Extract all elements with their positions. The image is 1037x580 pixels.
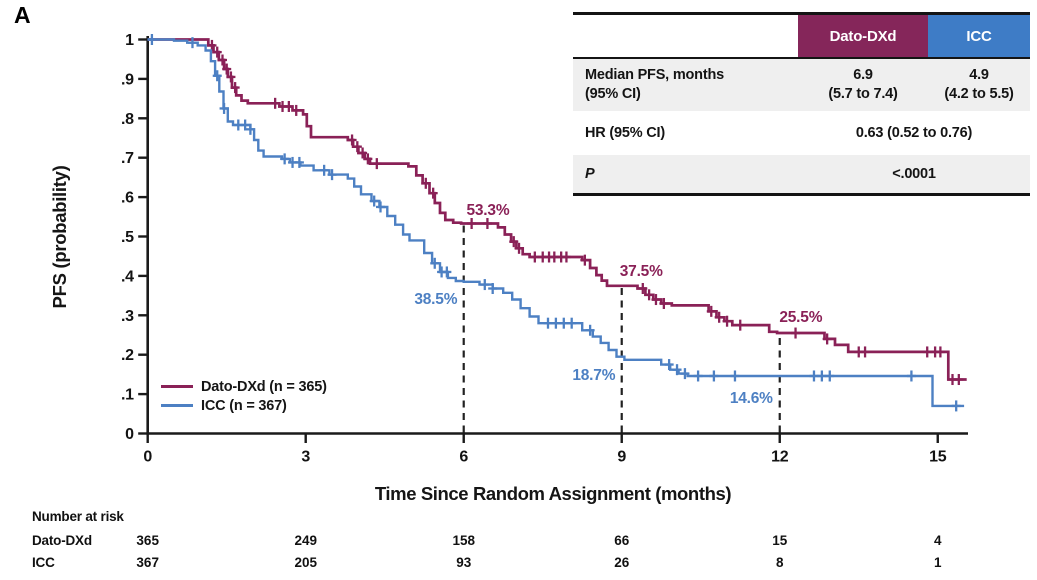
y-tick-label: .9	[121, 71, 134, 88]
legend-label-icc: ICC (n = 367)	[201, 397, 287, 414]
risk-value: 158	[452, 533, 475, 548]
legend-item-icc: ICC (n = 367)	[161, 396, 327, 415]
legend-label-dato: Dato-DXd (n = 365)	[201, 378, 327, 395]
median-pfs-dato-ci: (5.7 to 7.4)	[828, 86, 898, 102]
y-tick-label: .7	[121, 150, 134, 167]
median-pfs-icc-value: 4.9	[969, 67, 989, 83]
table-header-dato: Dato-DXd	[798, 15, 928, 57]
table-bottom-border	[573, 193, 1030, 196]
x-tick-label: 6	[459, 449, 468, 466]
y-axis-title: PFS (probability)	[49, 165, 70, 309]
legend-swatch-icc	[161, 404, 193, 407]
y-tick-label: .2	[121, 347, 134, 364]
table-header-blank-cell	[573, 15, 798, 57]
median-pfs-dato-value: 6.9	[853, 67, 873, 83]
x-tick-label: 3	[301, 449, 310, 466]
risk-value: 93	[456, 555, 472, 570]
y-tick-label: .8	[121, 111, 134, 128]
risk-row-label-dato: Dato-DXd	[32, 533, 92, 548]
table-header-icc: ICC	[928, 15, 1030, 57]
risk-row-label-icc: ICC	[32, 555, 55, 570]
risk-row-icc: ICC 367 205 93 26 8 1	[0, 555, 1037, 573]
risk-row-dato: Dato-DXd 365 249 158 66 15 4	[0, 533, 1037, 551]
p-value: <.0001	[892, 166, 936, 182]
y-tick-label: 1	[125, 32, 134, 49]
annotation-25.5%: 25.5%	[779, 309, 822, 326]
number-at-risk-title: Number at risk	[32, 509, 124, 524]
x-tick-label: 0	[143, 449, 152, 466]
hr-label: HR (95% CI)	[585, 124, 665, 141]
x-tick-label: 9	[617, 449, 626, 466]
table-row-hr: HR (95% CI) 0.63 (0.52 to 0.76)	[573, 114, 1030, 152]
x-tick-label: 12	[771, 449, 789, 466]
y-tick-label: .5	[121, 229, 134, 246]
y-tick-label: .6	[121, 190, 134, 207]
table-top-border	[573, 12, 1030, 15]
risk-value: 1	[933, 555, 942, 570]
risk-value: 249	[294, 533, 317, 548]
median-pfs-dato: 6.9 (5.7 to 7.4)	[798, 66, 928, 104]
median-pfs-label-line1: Median PFS, months	[585, 67, 724, 83]
y-tick-label: .4	[121, 268, 134, 285]
table-row-gap	[573, 152, 1030, 155]
median-pfs-icc-ci: (4.2 to 5.5)	[944, 86, 1014, 102]
summary-table: Dato-DXd ICC Median PFS, months (95% CI)…	[573, 12, 1030, 196]
table-row-median-pfs: Median PFS, months (95% CI) 6.9 (5.7 to …	[573, 59, 1030, 111]
annotation-38.5%: 38.5%	[414, 291, 457, 308]
risk-value: 365	[136, 533, 159, 548]
annotation-18.7%: 18.7%	[572, 367, 615, 384]
censor-marks-dato-dxd	[207, 39, 964, 386]
risk-value: 4	[933, 533, 942, 548]
y-tick-label: .1	[121, 387, 134, 404]
legend: Dato-DXd (n = 365) ICC (n = 367)	[161, 377, 327, 415]
table-header-divider	[573, 57, 1030, 59]
risk-value: 367	[136, 555, 159, 570]
risk-value: 15	[772, 533, 788, 548]
risk-value: 26	[614, 555, 630, 570]
median-pfs-icc: 4.9 (4.2 to 5.5)	[928, 66, 1030, 104]
table-row-p: P <.0001	[573, 155, 1030, 193]
table-row-gap	[573, 111, 1030, 114]
panel-label: A	[14, 2, 31, 28]
risk-value: 205	[294, 555, 317, 570]
km-curve-icc	[147, 38, 965, 408]
y-tick-label: 0	[125, 426, 134, 443]
p-label: P	[585, 165, 595, 182]
median-pfs-label: Median PFS, months (95% CI)	[573, 66, 798, 104]
annotation-14.6%: 14.6%	[730, 390, 773, 407]
risk-value: 8	[775, 555, 784, 570]
median-pfs-label-line2: (95% CI)	[585, 86, 641, 102]
legend-item-dato: Dato-DXd (n = 365)	[161, 377, 327, 396]
legend-swatch-dato	[161, 385, 193, 388]
table-header-row: Dato-DXd ICC	[573, 15, 1030, 57]
y-tick-label: .3	[121, 308, 134, 325]
x-axis-title: Time Since Random Assignment (months)	[374, 483, 732, 504]
annotation-37.5%: 37.5%	[620, 263, 663, 280]
x-tick-label: 15	[929, 449, 947, 466]
annotation-53.3%: 53.3%	[466, 202, 509, 219]
hr-value: 0.63 (0.52 to 0.76)	[855, 125, 973, 141]
censor-marks-icc	[147, 34, 961, 412]
risk-value: 66	[614, 533, 630, 548]
